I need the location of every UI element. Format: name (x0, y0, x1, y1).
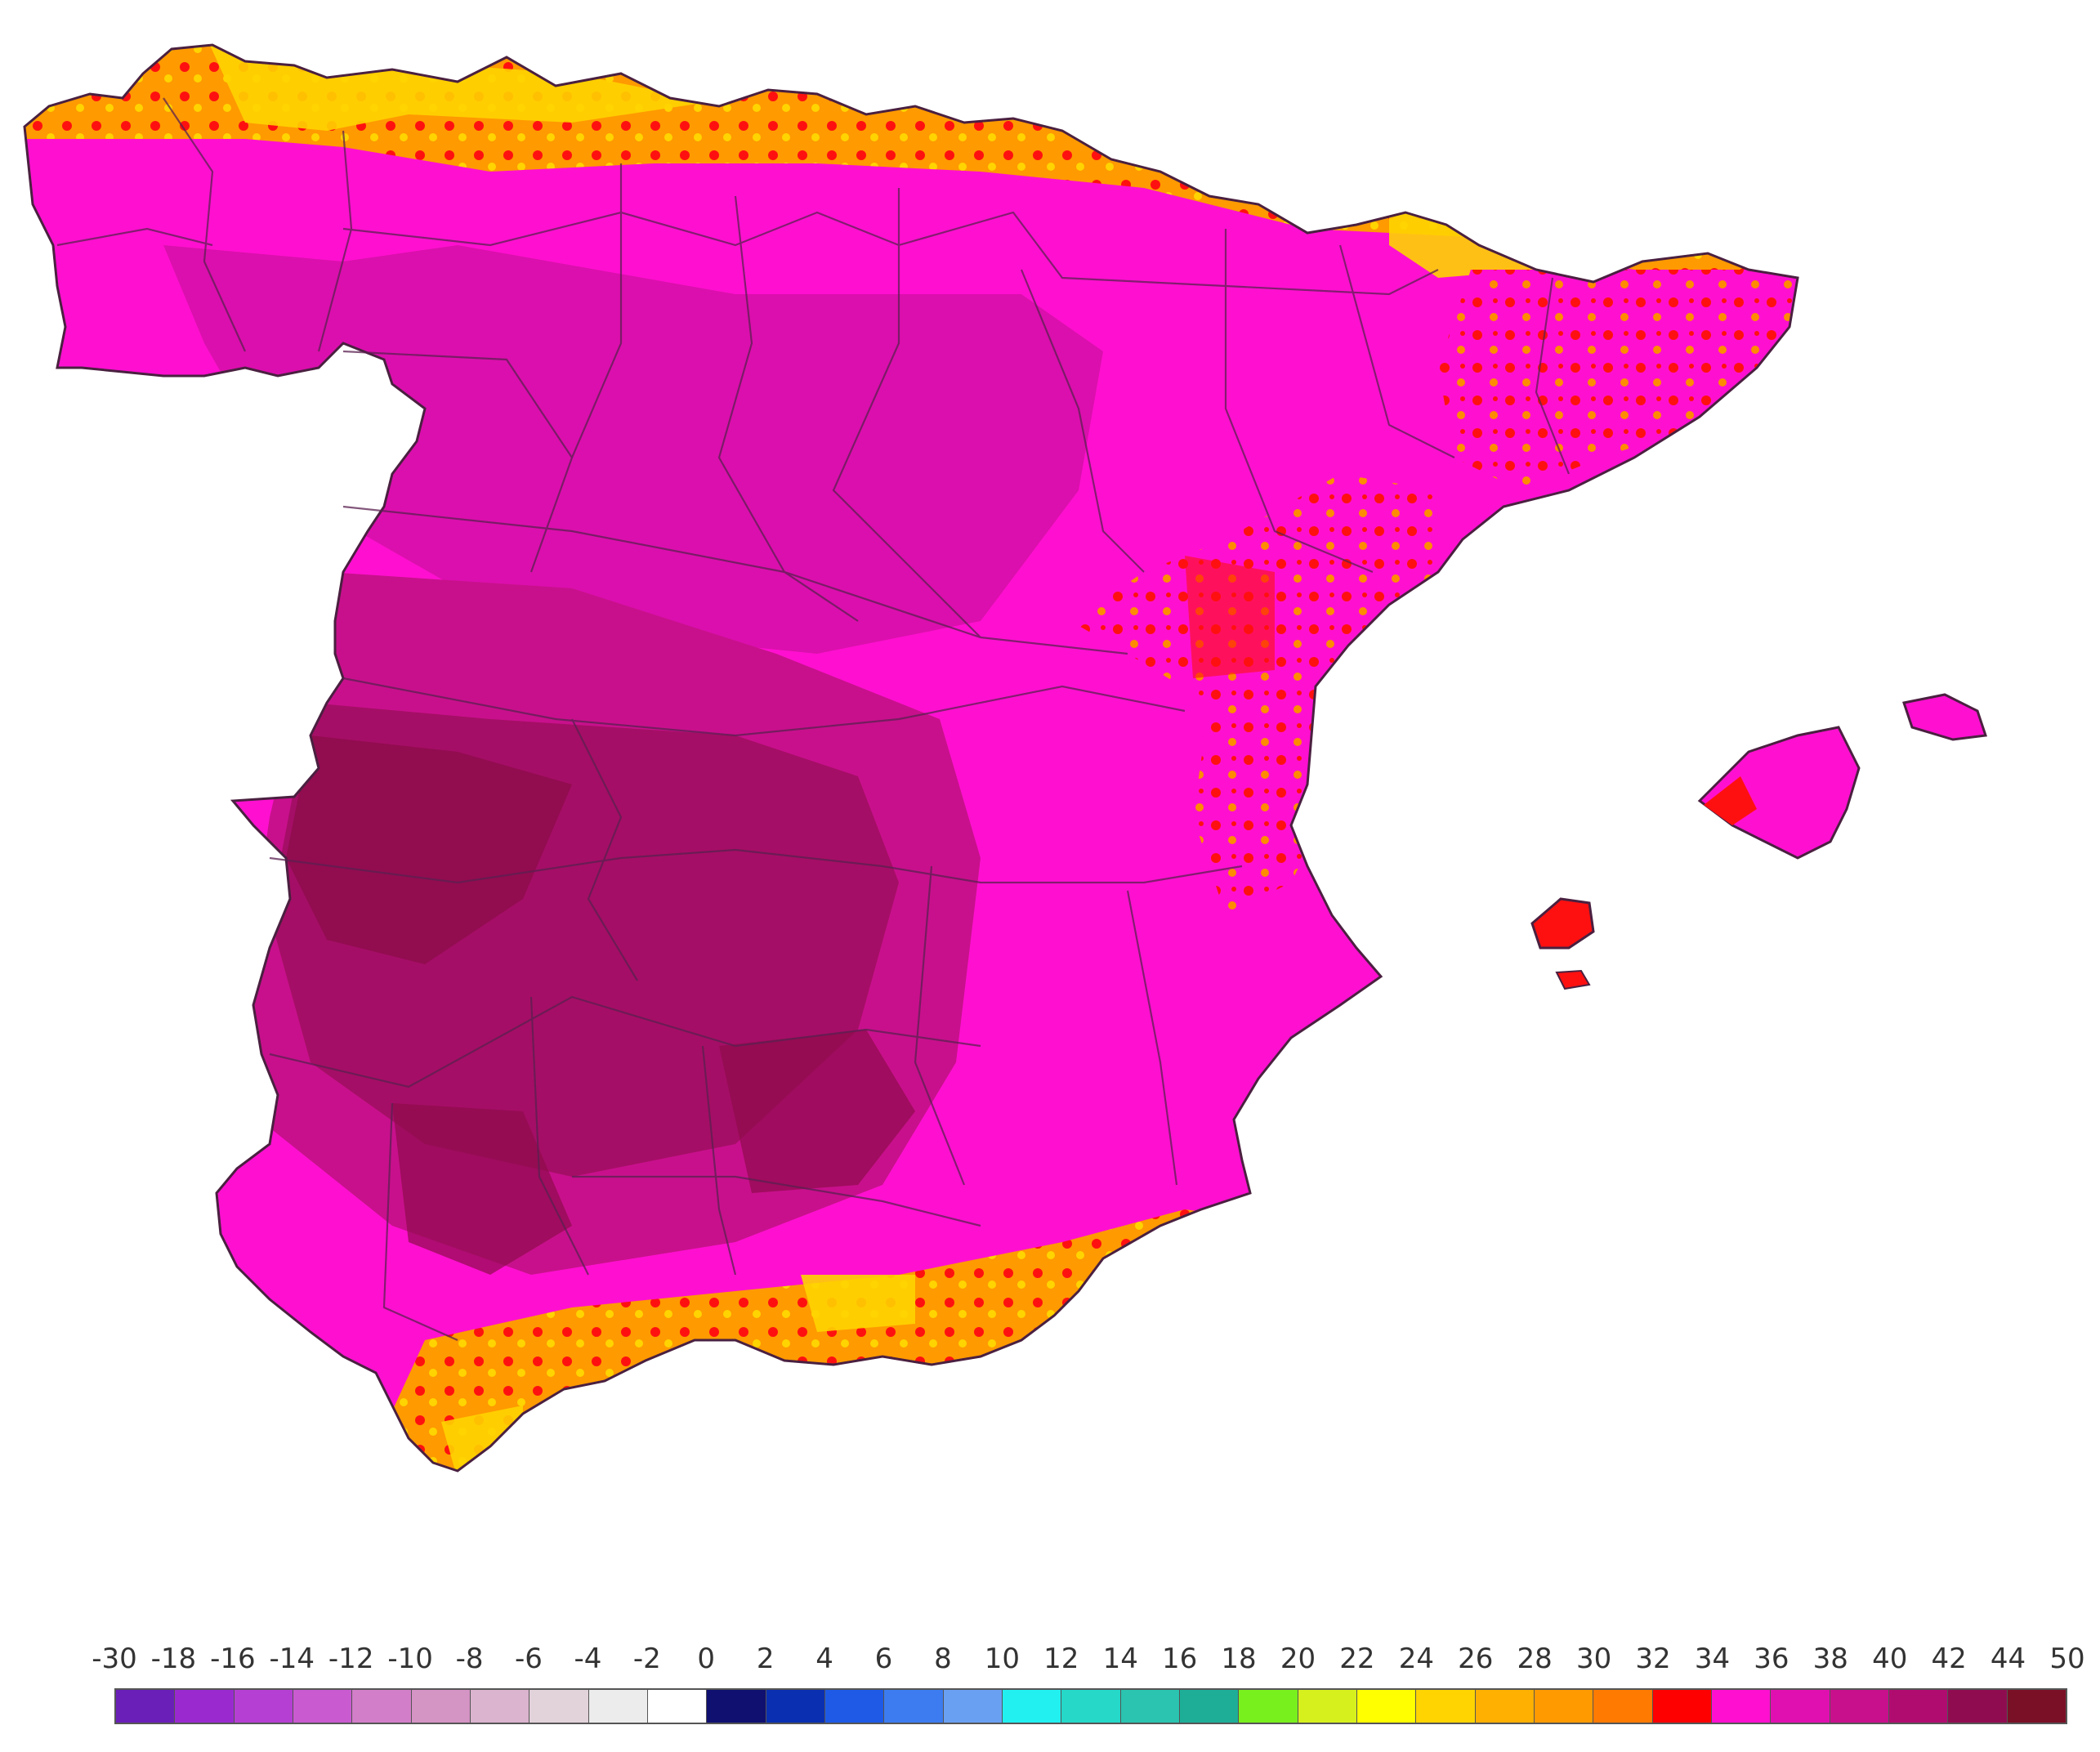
legend-tick-label: 2 (756, 1642, 775, 1675)
legend-tick-label: 34 (1694, 1642, 1731, 1675)
mallorca (1697, 726, 1861, 860)
legend-swatch (1239, 1690, 1298, 1723)
legend-swatch (766, 1690, 825, 1723)
legend-tick-label: -2 (632, 1642, 661, 1675)
legend-swatch (1593, 1690, 1653, 1723)
legend-tick-label: 36 (1754, 1642, 1789, 1675)
legend-swatch (884, 1690, 944, 1723)
legend-tick-label: 44 (1990, 1642, 2026, 1675)
legend-tick-label: 12 (1043, 1642, 1079, 1675)
legend-swatch (352, 1690, 412, 1723)
legend-swatch (116, 1690, 176, 1723)
legend-swatch (234, 1690, 293, 1723)
legend-swatch (647, 1690, 708, 1723)
legend-tick-label: 42 (1931, 1642, 1967, 1675)
ibiza (1530, 897, 1595, 950)
legend-swatch (1475, 1690, 1535, 1723)
legend-tick-label: -30 (92, 1642, 137, 1675)
legend-tick-label: 30 (1575, 1642, 1612, 1675)
mallorca-coast (1704, 776, 1757, 825)
legend-tick-label: 16 (1161, 1642, 1198, 1675)
legend-tick-label: 26 (1458, 1642, 1494, 1675)
legend-tick-label: 20 (1280, 1642, 1316, 1675)
legend-tick-label: 22 (1339, 1642, 1375, 1675)
legend-swatch (1002, 1690, 1062, 1723)
legend-tick-label: 8 (934, 1642, 952, 1675)
legend-swatch (824, 1690, 885, 1723)
legend-swatch (943, 1690, 1003, 1723)
temperature-map (23, 43, 1988, 1473)
legend-tick-label: -10 (387, 1642, 433, 1675)
legend-swatch (1652, 1690, 1712, 1723)
legend-tick-label: -12 (328, 1642, 374, 1675)
legend-swatch (1356, 1690, 1417, 1723)
legend-tick-label: 14 (1102, 1642, 1138, 1675)
legend-tick-label: 28 (1517, 1642, 1553, 1675)
legend-swatch (1888, 1690, 1949, 1723)
legend-tick-label: -8 (455, 1642, 484, 1675)
legend-tick-label: -14 (269, 1642, 315, 1675)
formentera (1555, 969, 1591, 990)
legend-tick-label: 50 (2049, 1642, 2085, 1675)
legend-swatch (1179, 1690, 1240, 1723)
legend-swatch (1298, 1690, 1357, 1723)
legend-tick-label: 32 (1635, 1642, 1671, 1675)
legend-tick-label: 0 (697, 1642, 716, 1675)
legend-swatch (1120, 1690, 1180, 1723)
legend-swatch (470, 1690, 530, 1723)
legend-tick-label: 10 (984, 1642, 1020, 1675)
province-borders (56, 97, 1571, 1342)
color-scale-legend: -30 -18 -16 -14 -12 -10 -8 -6 -4 -2 0 2 4 6 8 10 12 14 16 1… (92, 1642, 2085, 1732)
legend-tick-label: 38 (1812, 1642, 1848, 1675)
legend-swatch (1948, 1690, 2008, 1723)
legend-swatch (1830, 1690, 1889, 1723)
legend-swatch (411, 1690, 471, 1723)
spain-map-svg (23, 43, 1988, 1473)
legend-swatch (588, 1690, 648, 1723)
legend-swatch (1711, 1690, 1772, 1723)
legend-swatch (707, 1690, 766, 1723)
legend-swatch (1416, 1690, 1476, 1723)
legend-tick-label: -6 (515, 1642, 543, 1675)
legend-swatch (1771, 1690, 1830, 1723)
legend-swatch (175, 1690, 235, 1723)
legend-tick-label: 6 (874, 1642, 893, 1675)
legend-swatch (1061, 1690, 1121, 1723)
legend-tick-label: -18 (150, 1642, 197, 1675)
legend-tick-label: 40 (1872, 1642, 1908, 1675)
balearic-islands (1530, 693, 1988, 990)
legend-swatch (2007, 1690, 2066, 1723)
legend-tick-label: 24 (1398, 1642, 1434, 1675)
legend-swatch (293, 1690, 353, 1723)
legend-swatch (1534, 1690, 1594, 1723)
menorca (1902, 693, 1988, 741)
legend-tick-label: 4 (815, 1642, 833, 1675)
legend-tick-labels: -30 -18 -16 -14 -12 -10 -8 -6 -4 -2 0 2 4 6 8 10 12 14 16 1… (92, 1642, 2084, 1680)
legend-tick-label: 18 (1221, 1642, 1257, 1675)
legend-color-bar (114, 1688, 2067, 1724)
legend-tick-label: -4 (574, 1642, 602, 1675)
legend-swatch (529, 1690, 589, 1723)
legend-tick-label: -16 (210, 1642, 256, 1675)
